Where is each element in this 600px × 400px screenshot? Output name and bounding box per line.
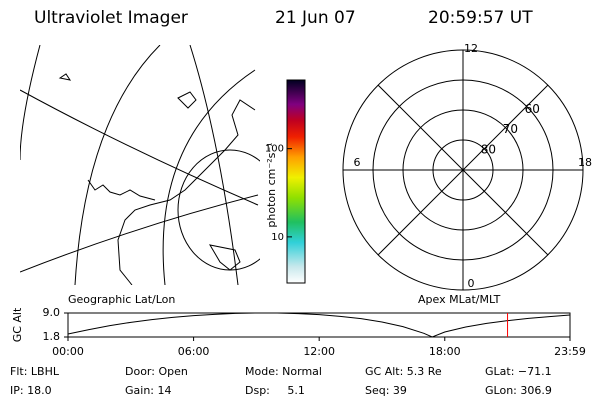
mlt-label: 18 [578,156,592,169]
polar-label: Apex MLat/MLT [418,293,501,306]
status-field: Flt: LBHL [10,365,60,378]
colorbar-tick-label: 10 [271,232,284,243]
mlt-label: 0 [468,277,475,290]
geo-label: Geographic Lat/Lon [68,293,175,306]
status-field: Mode: Normal [245,365,322,378]
lat-label: 80 [481,143,496,157]
colorbar-label: photon cm⁻²s⁻¹ [265,142,278,227]
status-field: Gain: 14 [125,384,172,397]
status-field: GLat: −71.1 [485,365,552,378]
colorbar-tick-label: 100 [265,144,284,155]
mlt-label: 6 [354,156,361,169]
lat-ring [372,79,554,261]
lat-ring [402,109,524,231]
orbit-frame [67,312,571,338]
title: Ultraviolet Imager [34,8,188,28]
status-field: GLon: 306.9 [485,384,552,397]
x-tick-label: 18:00 [429,345,461,358]
lat-label: 70 [503,122,518,136]
mlt-label: 12 [464,42,478,55]
y-axis-label: GC Alt [11,307,24,342]
x-tick-label: 00:00 [52,345,84,358]
status-field: Door: Open [125,365,188,378]
y-tick-label: 9.0 [43,306,61,319]
status-field: IP: 18.0 [10,384,52,397]
map [20,45,260,285]
status-field: GC Alt: 5.3 Re [365,365,442,378]
y-tick-label: 1.8 [43,330,61,343]
x-tick-label: 12:00 [303,345,335,358]
time: 20:59:57 UT [428,8,533,28]
polar-outer [342,49,584,291]
date: 21 Jun 07 [275,8,356,28]
status-field: Dsp: 5.1 [245,384,305,397]
lat-ring [432,139,494,201]
colorbar [286,79,306,284]
orbit-line [67,312,571,338]
x-tick-label: 06:00 [178,345,210,358]
x-tick-label: 23:59 [554,345,586,358]
status-field: Seq: 39 [365,384,407,397]
lat-label: 60 [525,102,540,116]
polar-lines [343,50,583,290]
